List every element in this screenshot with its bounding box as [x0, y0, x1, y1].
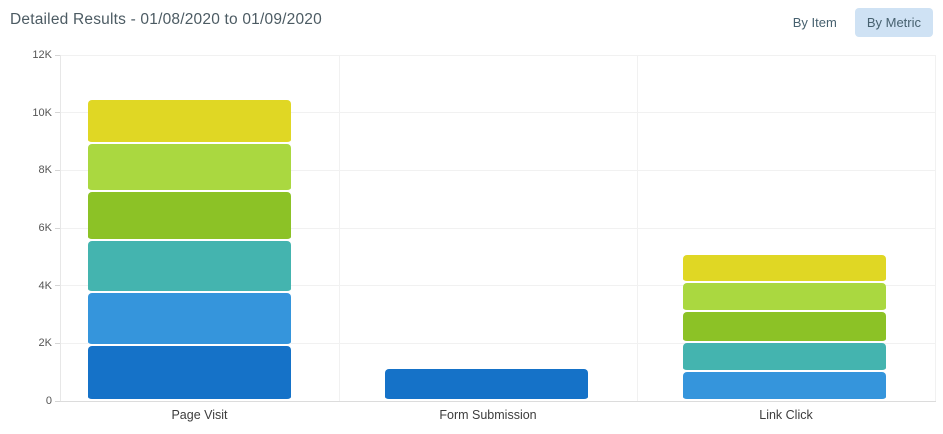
- x-category-label: Page Visit: [171, 408, 228, 422]
- gridline: [60, 227, 935, 229]
- by-metric-toggle-button[interactable]: By Metric: [854, 8, 933, 37]
- column-separator: [636, 55, 638, 401]
- y-tick-label: 0: [45, 395, 52, 407]
- bar-segment-metric-2[interactable]: [88, 292, 291, 347]
- x-category-label: Form Submission: [439, 408, 537, 422]
- y-tick-label: 10K: [32, 106, 52, 119]
- by-item-toggle-button[interactable]: By Item: [781, 8, 849, 37]
- bar-segment-metric-1[interactable]: [385, 369, 588, 401]
- column-separator: [934, 55, 936, 401]
- y-tick-label: 8K: [38, 164, 52, 177]
- gridline: [60, 54, 935, 56]
- y-tick-label: 4K: [38, 279, 52, 292]
- bar-segment-metric-2[interactable]: [683, 372, 886, 401]
- bar-segment-metric-5[interactable]: [88, 144, 291, 192]
- column-separator: [338, 55, 340, 401]
- y-axis-tick: [55, 227, 60, 229]
- bar-segment-metric-4[interactable]: [88, 191, 291, 241]
- bar-segment-metric-6[interactable]: [683, 255, 886, 283]
- y-axis-tick: [55, 169, 60, 171]
- y-axis-tick: [55, 54, 60, 56]
- y-axis-tick: [55, 285, 60, 287]
- bar-segment-metric-5[interactable]: [683, 282, 886, 312]
- view-toggle-group: By Item By Metric: [775, 8, 933, 37]
- gridline: [60, 169, 935, 171]
- y-tick-label: 6K: [38, 222, 52, 234]
- y-tick-label: 12K: [32, 49, 52, 61]
- gridline: [60, 112, 935, 114]
- y-axis-tick: [55, 112, 60, 114]
- gridline: [60, 342, 935, 344]
- y-axis-line: [60, 55, 61, 401]
- bar-segment-metric-6[interactable]: [88, 99, 291, 145]
- x-category-label: Link Click: [759, 408, 813, 422]
- y-tick-label: 2K: [38, 337, 52, 350]
- bar-segment-metric-4[interactable]: [683, 311, 886, 344]
- bar-segment-metric-1[interactable]: [88, 346, 291, 401]
- y-axis-tick: [55, 400, 60, 402]
- bar-segment-metric-3[interactable]: [683, 343, 886, 373]
- bar-segment-metric-3[interactable]: [88, 240, 291, 293]
- gridline: [60, 285, 935, 287]
- x-axis-line: [60, 401, 936, 402]
- page-title: Detailed Results - 01/08/2020 to 01/09/2…: [10, 11, 322, 28]
- y-axis-tick: [55, 342, 60, 344]
